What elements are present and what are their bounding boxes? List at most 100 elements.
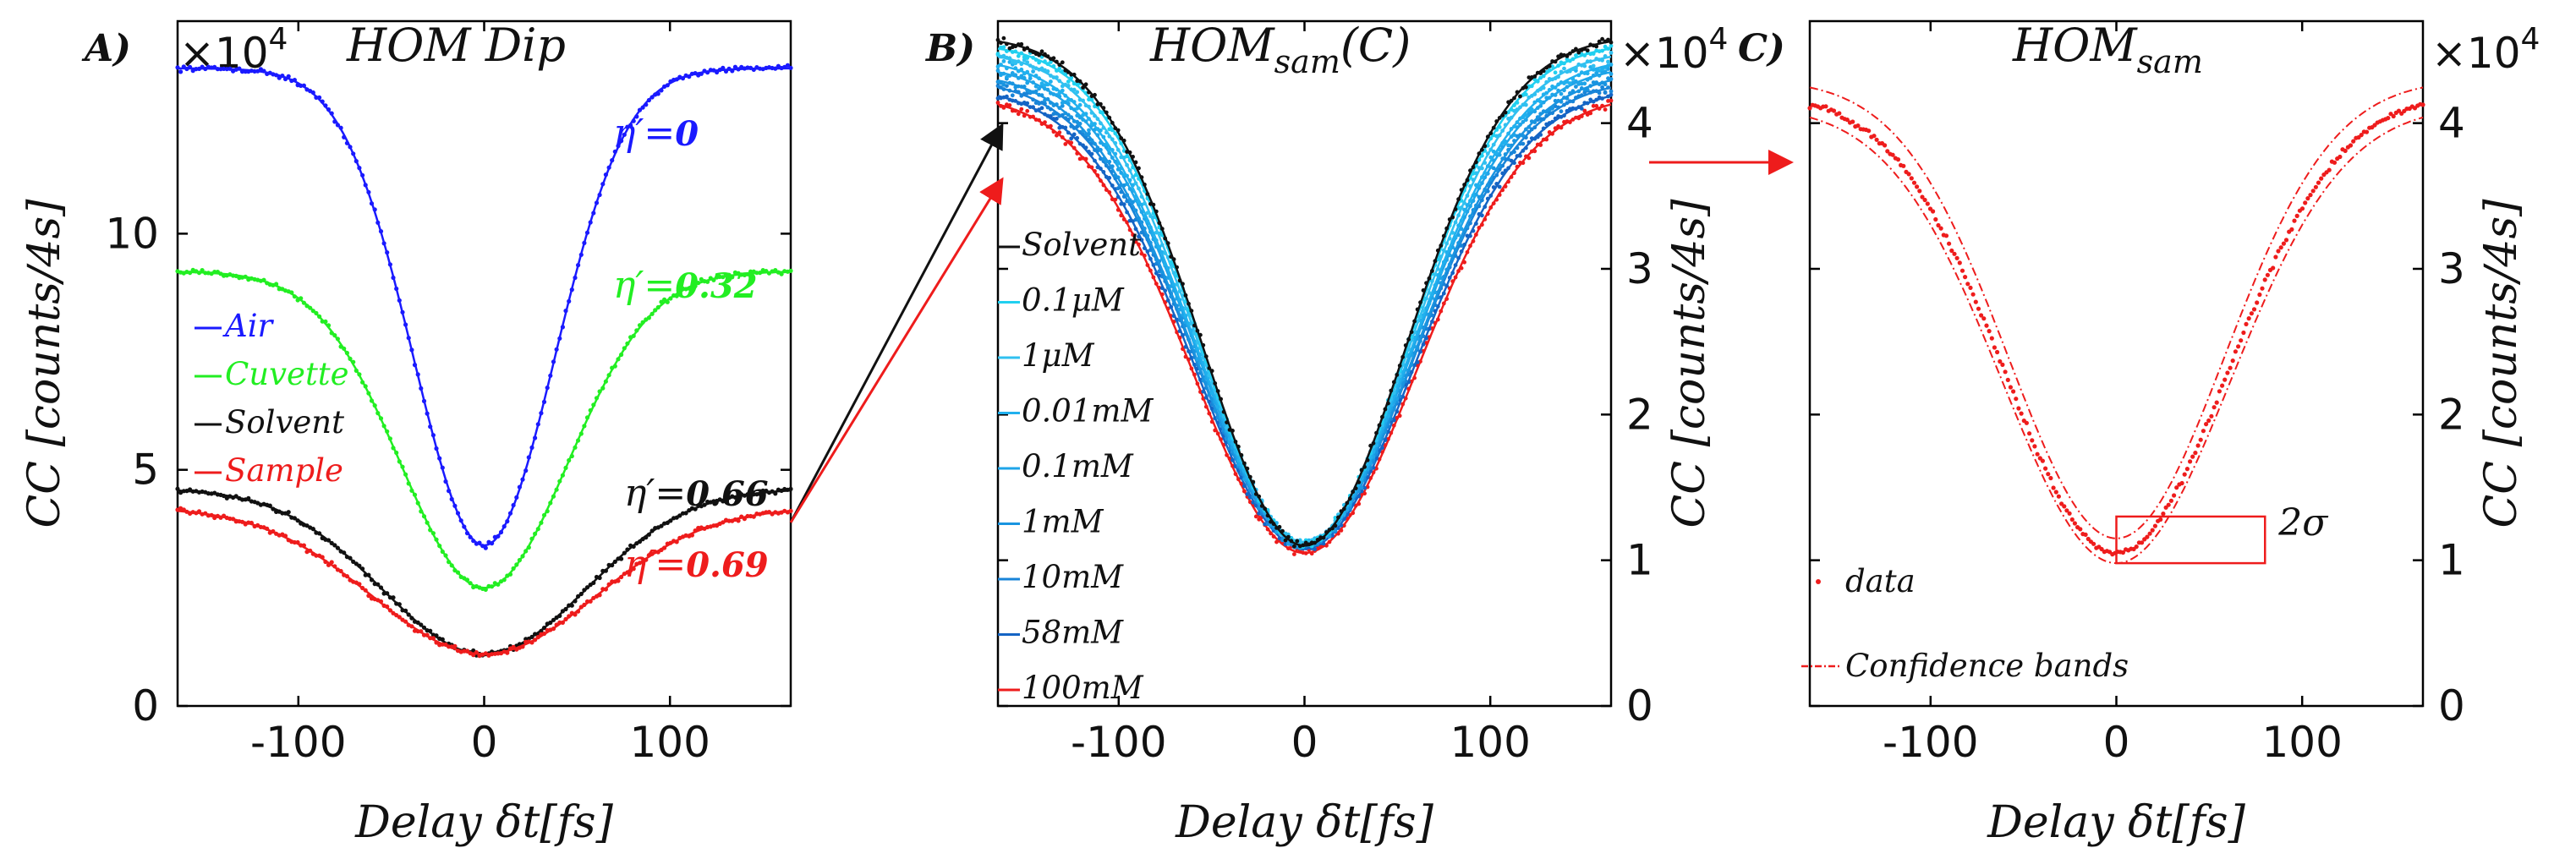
data-point [2016, 406, 2021, 411]
data-point [1943, 233, 1949, 238]
data-point [1872, 134, 1877, 139]
data-point [2046, 472, 2051, 477]
data-point [2316, 180, 2321, 185]
x-tick-label: 100 [2261, 718, 2342, 767]
fit-line [997, 103, 1612, 555]
data-point [1883, 143, 1888, 148]
data-point [1594, 103, 1599, 108]
data-point [2260, 286, 2265, 291]
fit-line [997, 95, 1612, 550]
data-point [2003, 369, 2008, 375]
x-axis-label: Delay δt[fs] [1987, 797, 2245, 848]
data-point [2327, 167, 2332, 172]
data-point [1019, 107, 1024, 112]
data-point [1037, 86, 1041, 91]
data-point [1606, 99, 1610, 103]
data-point [1987, 329, 1992, 334]
data-point [2048, 475, 2053, 481]
data-point [1901, 163, 1906, 168]
data-point [1591, 103, 1596, 108]
y-axis-label: CC [counts/4s] [1664, 199, 1715, 528]
legend: data Confidence bands [1801, 563, 2129, 684]
data-point [1976, 306, 1981, 311]
data-point [1001, 82, 1006, 87]
data-point [1591, 63, 1596, 68]
data-point [1933, 216, 1938, 222]
data-point [1931, 209, 1936, 214]
data-point [2030, 438, 2035, 443]
sigma-bracket [2115, 515, 2266, 565]
legend-label: data [1845, 563, 1916, 599]
data-point [1049, 79, 1053, 84]
data-point [1010, 93, 1015, 98]
data-point [1055, 117, 1059, 121]
data-point [1031, 69, 1035, 74]
data-point [1837, 111, 1842, 116]
data-point [1984, 323, 1989, 328]
data-point [2056, 494, 2061, 499]
data-point [2091, 541, 2096, 546]
y-tick-label: 2 [2438, 390, 2465, 439]
y-scale-multiplier: ×104 [1620, 22, 1728, 78]
data-point [2246, 316, 2251, 321]
data-point [1895, 157, 1901, 162]
y-tick-label: 4 [2438, 99, 2465, 148]
data-point [1506, 143, 1510, 148]
series-58mm [995, 90, 1614, 551]
data-point [2299, 206, 2305, 211]
data-point [2251, 307, 2257, 312]
data-point [2014, 397, 2019, 402]
data-point [2348, 143, 2354, 148]
data-point [2319, 176, 2324, 181]
data-point [1947, 241, 1952, 246]
eta-value: 0 [675, 114, 699, 154]
data-point [1952, 251, 1957, 256]
data-point [2225, 370, 2230, 375]
data-point [2005, 377, 2010, 382]
data-point [2364, 129, 2370, 134]
data-point [2011, 389, 2016, 394]
data-point [2206, 418, 2212, 424]
data-point [2343, 148, 2348, 153]
data-point [1568, 81, 1572, 85]
data-point [1957, 260, 1962, 265]
legend-label: Solvent [225, 404, 344, 440]
data-point [2241, 330, 2246, 336]
panel-title: HOMsam(C) [1149, 19, 1411, 80]
data-point [1039, 81, 1044, 86]
data-point [1597, 90, 1602, 96]
data-point [785, 63, 791, 68]
data-point [1989, 336, 1994, 341]
data-point [2303, 200, 2308, 205]
data-point [2069, 517, 2075, 522]
panel-title-arg: (C) [1340, 19, 1411, 72]
legend-label: Solvent [1022, 227, 1141, 263]
eta-label: η′=0.69 [624, 543, 769, 586]
legend: Air Cuvette Solvent Sample [195, 308, 349, 489]
data-point [1909, 176, 1914, 181]
fit-line [177, 271, 792, 589]
panel-title-subscript: sam [1274, 43, 1340, 80]
series-air [175, 63, 793, 550]
data-point [178, 69, 184, 74]
legend-swatch [1816, 579, 1821, 584]
series-sample [175, 506, 793, 659]
data-point [1295, 539, 1300, 544]
data-point [1823, 104, 1828, 109]
data-point [2152, 523, 2157, 528]
data-point [1286, 541, 1291, 546]
data-point [1007, 60, 1012, 64]
y-axis-label: CC [counts/4s] [2476, 199, 2527, 528]
panel-letter: A) [81, 27, 131, 70]
data-point [2035, 451, 2040, 457]
data-point [1906, 172, 1911, 177]
data-point [1600, 85, 1604, 90]
data-point [2313, 184, 2318, 189]
data-point [1497, 184, 1502, 189]
x-tick-label: 0 [2103, 718, 2130, 767]
data-point [2024, 420, 2029, 425]
panel-title: HOM Dip [346, 19, 566, 72]
data-point [1069, 136, 1074, 141]
data-point [1518, 94, 1522, 99]
